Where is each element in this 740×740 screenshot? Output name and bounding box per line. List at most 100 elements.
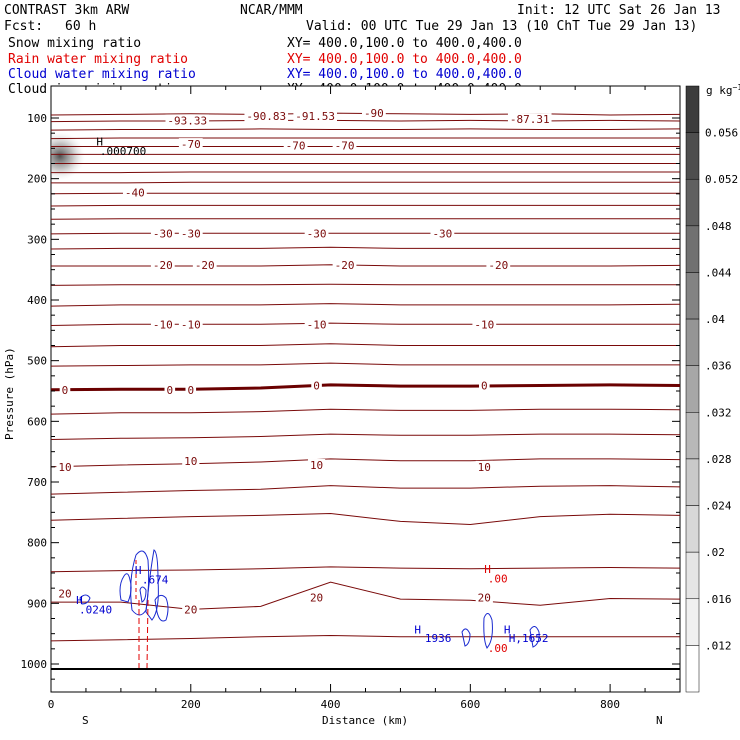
isotherm-label: 10 [478, 461, 491, 474]
cloud-water-contour [79, 594, 91, 605]
colorbar-unit-base: g kg [706, 84, 733, 97]
isotherm-label: -10 [153, 318, 173, 331]
isotherm-label-bg [507, 113, 552, 126]
isotherm-label-bg [486, 258, 511, 271]
isotherm-label-bg [307, 459, 326, 472]
isotherm-label: 20 [478, 591, 491, 604]
model-title: CONTRAST 3km ARW [4, 3, 129, 18]
isotherm-label: -91.53 [295, 110, 335, 123]
extrema-label: .674 [142, 573, 169, 586]
colorbar-swatch [685, 272, 700, 320]
isotherm-label-bg [475, 460, 493, 473]
isotherm-label-bg [479, 379, 490, 392]
colorbar-swatch [685, 598, 700, 646]
y-tick-label: 600 [27, 415, 47, 428]
extrema-label: H [96, 135, 103, 148]
colorbar-swatch [685, 318, 700, 366]
snow-shading [51, 132, 85, 180]
isotherm-label: -90.83 [246, 110, 286, 123]
fcst-label: Fcst: [4, 19, 43, 34]
isotherm-contours [51, 112, 680, 642]
extrema-label: 1936 [425, 632, 452, 645]
cloud-water-contour [139, 586, 147, 603]
isotherm-line [51, 119, 680, 123]
colorbar-level-label: .016 [705, 593, 732, 606]
isotherm-line [51, 634, 680, 642]
isotherm-label: 0 [62, 384, 69, 397]
isotherm-label-bg [332, 139, 357, 152]
extrema-label: H [76, 594, 83, 607]
x-end-right-label: N [656, 714, 663, 727]
field-rain-name: Rain water mixing ratio [8, 52, 188, 67]
isotherm-line [51, 181, 680, 184]
isotherm-label: -90 [364, 107, 384, 120]
isotherm-label: -20 [335, 259, 355, 272]
isotherm-line [51, 204, 680, 207]
colorbar-swatch [685, 458, 700, 506]
isotherm-label: -70 [181, 138, 201, 151]
isotherm-label-bg [472, 318, 497, 331]
isotherm-label-bg [182, 454, 200, 467]
isotherm-label: -87.31 [510, 113, 550, 126]
isotherm-label-bg [122, 186, 147, 199]
colorbar-swatch [685, 505, 700, 553]
isotherm-line [51, 512, 680, 526]
x-end-left-label: S [82, 714, 89, 727]
x-tick-label: 800 [600, 698, 620, 711]
colorbar-swatch [685, 412, 700, 460]
isotherm-label: 10 [184, 455, 197, 468]
y-tick-label: 200 [27, 173, 47, 186]
isotherm-label-bg [293, 110, 337, 123]
colorbar-unit-exponent: −1 [733, 83, 740, 92]
extrema-label: H,1652 [509, 632, 549, 645]
colorbar-level-label: .02 [705, 546, 725, 559]
isotherm-label: 0 [187, 384, 194, 397]
isotherm-line [51, 566, 680, 573]
center-title: NCAR/MMM [240, 3, 303, 18]
y-tick-label: 400 [27, 294, 47, 307]
colorbar-level-label: .012 [705, 639, 732, 652]
extrema-label: H [504, 624, 511, 637]
y-tick-label: 300 [27, 233, 47, 246]
isotherm-label: -10 [181, 318, 201, 331]
isotherm-label-bg [244, 110, 289, 123]
isotherm-label: -30 [432, 227, 452, 240]
colorbar-swatch [685, 645, 700, 693]
isotherm-label-bg [150, 318, 175, 331]
field-cloudwater-xy: XY= 400.0,100.0 to 400.0,400.0 [287, 67, 522, 82]
x-axis-label: Distance (km) [322, 714, 408, 727]
colorbar-swatch [685, 365, 700, 413]
isotherm-line [51, 171, 680, 174]
field-cloudwater-name: Cloud water mixing ratio [8, 67, 196, 82]
isotherm-label: -30 [181, 227, 201, 240]
extrema-label: .00 [488, 642, 508, 655]
colorbar-swatch [685, 551, 700, 600]
isotherm-label-bg [475, 591, 493, 604]
colorbar-swatch [685, 178, 700, 227]
isotherm-line [51, 458, 680, 468]
isotherm-label: 20 [184, 603, 197, 616]
rain-water-contour [146, 599, 149, 669]
cloud-water-contour [130, 550, 150, 616]
isotherm-label-bg [165, 114, 210, 127]
x-tick-label: 400 [321, 698, 341, 711]
isotherm-label: 0 [166, 384, 173, 397]
isotherm-line [51, 303, 680, 307]
isotherm-label: -93.33 [167, 114, 207, 127]
isotherm-label: -20 [153, 259, 173, 272]
y-tick-label: 1000 [21, 658, 48, 671]
fcst-value: 60 h [65, 19, 96, 34]
field-rain-xy: XY= 400.0,100.0 to 400.0,400.0 [287, 52, 522, 67]
extrema-label: .00 [488, 573, 508, 586]
isotherm-label-bg [182, 603, 200, 616]
colorbar-level-label: .032 [705, 406, 732, 419]
field-snow-name: Snow mixing ratio [8, 36, 141, 51]
isotherm-label-bg [311, 379, 322, 392]
field-snow-xy: XY= 400.0,100.0 to 400.0,400.0 [287, 36, 522, 51]
isotherm-line [51, 137, 680, 140]
colorbar-level-label: .036 [705, 360, 732, 373]
cloud-water-contours [79, 549, 540, 669]
colorbar-level-label: .028 [705, 453, 732, 466]
isotherm-label: -10 [307, 318, 327, 331]
